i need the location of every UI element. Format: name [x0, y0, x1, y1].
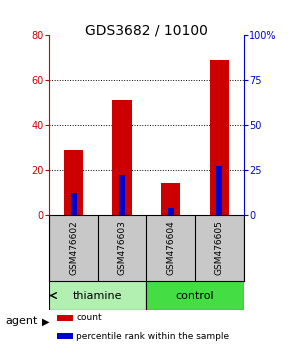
Text: percentile rank within the sample: percentile rank within the sample [76, 332, 229, 341]
Text: GSM476602: GSM476602 [69, 220, 78, 275]
Bar [49, 281, 146, 310]
Bar [71, 193, 77, 215]
Bar [146, 281, 244, 310]
Text: ▶: ▶ [42, 316, 50, 326]
Text: GSM476605: GSM476605 [215, 220, 224, 275]
Bar [119, 175, 125, 215]
Bar [64, 150, 83, 215]
Text: count: count [76, 313, 102, 322]
Text: control: control [176, 291, 214, 301]
Bar [168, 208, 174, 215]
Bar [216, 166, 222, 215]
Text: thiamine: thiamine [73, 291, 123, 301]
Bar [210, 60, 229, 215]
Bar [57, 333, 73, 339]
Bar [161, 183, 180, 215]
Text: GDS3682 / 10100: GDS3682 / 10100 [85, 23, 208, 37]
Bar [113, 101, 132, 215]
Bar [57, 315, 73, 321]
Text: agent: agent [6, 316, 38, 326]
Text: GSM476604: GSM476604 [166, 220, 175, 275]
Text: GSM476603: GSM476603 [118, 220, 127, 275]
